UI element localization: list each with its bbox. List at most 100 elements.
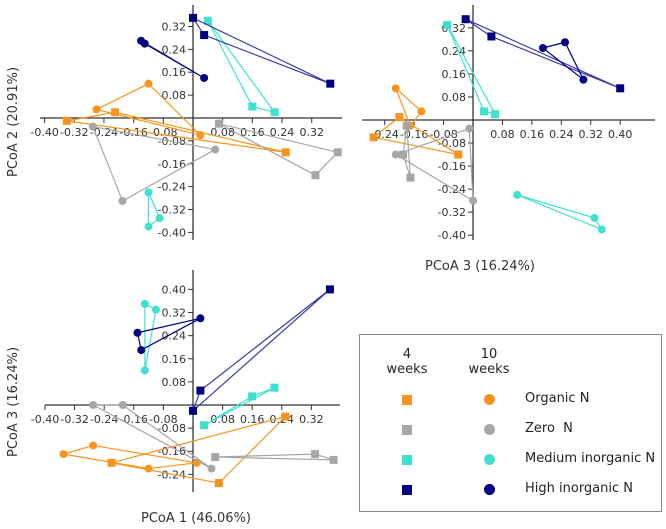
data-point-circle: [155, 214, 164, 223]
y-tick-label: -0.16: [158, 158, 186, 171]
x-tick-label: 0.24: [270, 126, 295, 139]
y-tick-label: 0.32: [162, 20, 187, 33]
y-tick-label: -0.24: [158, 468, 186, 481]
data-point-circle: [118, 196, 127, 205]
data-point-square: [333, 148, 342, 157]
data-point-square: [62, 116, 71, 125]
data-point-circle: [144, 188, 153, 197]
data-point-square: [454, 150, 463, 159]
circle-marker-icon: [484, 484, 495, 495]
x-tick-label: 0.24: [549, 128, 574, 141]
series-outline: [215, 453, 334, 461]
x-tick-label: -0.16: [400, 128, 428, 141]
data-point-circle: [133, 328, 142, 337]
data-point-circle: [200, 73, 209, 82]
data-point-square: [369, 133, 378, 142]
x-tick-label: -0.32: [60, 126, 88, 139]
series-outline: [92, 404, 212, 470]
y-axis-label-pcoa2: PCoA 2 (20.91%): [6, 67, 21, 177]
data-point-circle: [207, 464, 216, 473]
data-point-square: [326, 79, 335, 88]
data-point-circle: [391, 150, 400, 159]
x-axis-label-pcoa3: PCoA 3 (16.24%): [425, 259, 535, 274]
data-point-square: [616, 84, 625, 93]
y-tick-label: 0.24: [162, 43, 187, 56]
data-point-square: [196, 386, 205, 395]
series-outline: [91, 125, 218, 202]
data-point-circle: [391, 84, 400, 93]
data-point-square: [480, 107, 489, 116]
pcoa-panel-1: -0.40 -0.32 -0.24 -0.16 -0.08 0.08 0.16 0.24 0.3…: [30, 5, 342, 240]
series-outline: [372, 116, 459, 156]
y-axis-label-pcoa3: PCoA 3 (16.24%): [6, 347, 21, 457]
series-outline: [191, 16, 331, 85]
x-tick-label: 0.16: [520, 128, 545, 141]
square-marker-icon: [402, 425, 412, 435]
data-point-circle: [59, 450, 68, 459]
data-point-circle: [465, 124, 474, 133]
data-point-circle: [469, 196, 477, 205]
data-point-square: [491, 110, 500, 119]
series-outline: [465, 18, 621, 89]
x-tick-label: 0.08: [490, 128, 515, 141]
circle-marker-icon: [484, 394, 495, 405]
series-outline: [541, 41, 584, 81]
data-point-square: [329, 455, 338, 464]
data-point-circle: [144, 79, 153, 88]
x-tick-label: -0.08: [149, 413, 177, 426]
legend: 4 weeks 10 weeks Organic N Zero N Medium…: [359, 334, 662, 512]
y-tick-label: 0.24: [162, 330, 187, 343]
data-point-circle: [513, 190, 522, 199]
data-point-circle: [538, 44, 547, 52]
legend-label: High inorganic N: [525, 481, 634, 496]
x-tick-label: -0.24: [90, 413, 118, 426]
data-point-square: [211, 453, 220, 462]
legend-label: Zero N: [525, 421, 573, 436]
data-point-square: [203, 16, 212, 25]
data-point-circle: [579, 75, 588, 84]
y-tick-label: 0.16: [162, 353, 187, 366]
square-marker-icon: [402, 485, 412, 495]
data-point-circle: [196, 131, 205, 140]
x-tick-label: 0.32: [579, 128, 604, 141]
series-outline: [446, 24, 497, 116]
square-marker-icon: [402, 455, 412, 465]
series-outline: [144, 302, 157, 371]
data-point-circle: [137, 346, 146, 355]
data-point-circle: [144, 464, 153, 473]
x-tick-label: 0.16: [240, 413, 265, 426]
data-point-square: [443, 20, 452, 29]
legend-col1-number: 4: [402, 347, 412, 362]
legend-col2-unit: weeks: [468, 362, 510, 377]
x-tick-label: 0.40: [608, 128, 633, 141]
data-point-circle: [140, 299, 149, 308]
legend-item-zero: Zero N: [360, 420, 660, 440]
data-point-square: [311, 450, 320, 459]
x-tick-label: -0.40: [31, 413, 59, 426]
x-tick-label: 0.16: [240, 126, 265, 139]
x-tick-label: -0.32: [60, 413, 88, 426]
legend-col-10-weeks: 10 weeks: [459, 347, 519, 377]
data-point-circle: [89, 441, 98, 450]
data-point-square: [395, 113, 404, 122]
y-tick-label: 0.08: [442, 91, 467, 104]
data-point-square: [270, 108, 279, 117]
data-point-square: [248, 392, 257, 401]
legend-label: Medium inorganic N: [525, 451, 656, 466]
series-outline: [218, 123, 339, 176]
data-point-circle: [89, 401, 98, 409]
series-outline: [207, 20, 277, 114]
legend-col-4-weeks: 4 weeks: [377, 347, 437, 377]
y-tick-label: 0.24: [442, 45, 467, 58]
legend-item-medium-inorganic: Medium inorganic N: [360, 450, 660, 470]
series-outline: [111, 415, 288, 484]
circle-marker-icon: [484, 424, 495, 435]
data-point-square: [325, 285, 334, 294]
data-point-square: [111, 108, 120, 117]
series-outline: [94, 82, 203, 137]
data-point-square: [214, 119, 223, 128]
data-point-circle: [597, 225, 606, 234]
legend-item-high-inorganic: High inorganic N: [360, 480, 660, 500]
data-point-square: [248, 102, 257, 111]
